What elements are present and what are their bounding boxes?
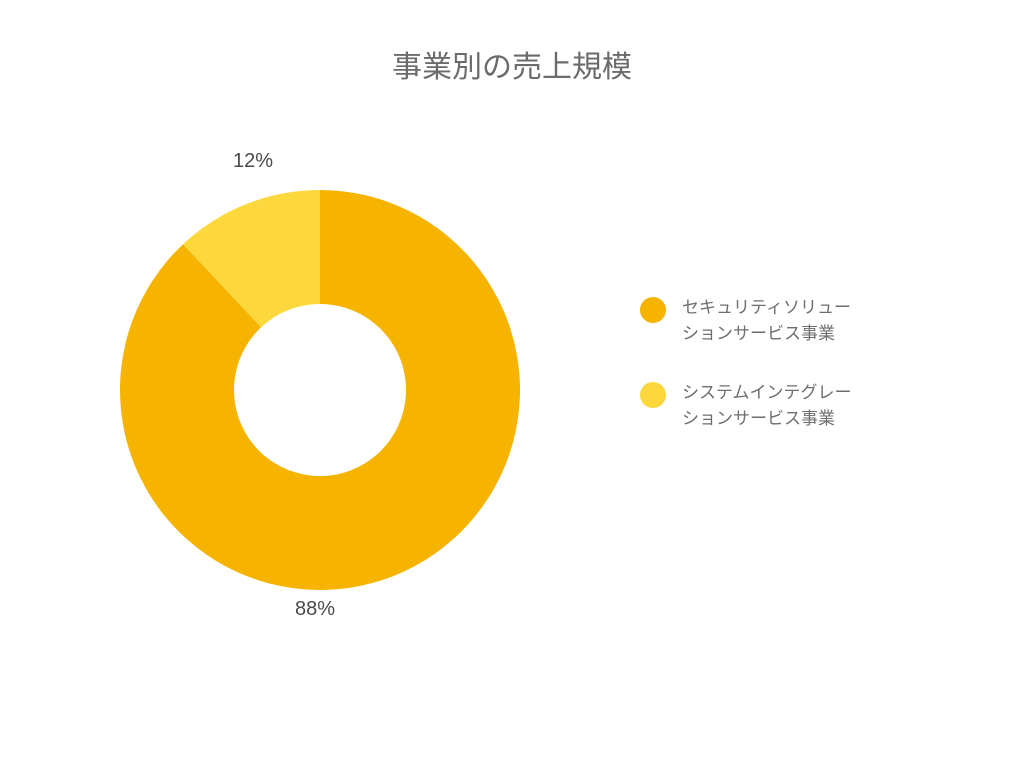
legend-label-1: システムインテグレー ションサービス事業 <box>682 380 852 433</box>
donut-chart-area: 88% 12% <box>120 160 520 620</box>
slice-percent-label-0: 88% <box>295 598 335 621</box>
legend-label-1-line1: システムインテグレー <box>682 383 852 402</box>
legend-label-0: セキュリティソリュー ションサービス事業 <box>682 295 851 348</box>
legend-swatch-1 <box>640 382 666 408</box>
chart-title: 事業別の売上規模 <box>0 42 1024 86</box>
legend-label-0-line1: セキュリティソリュー <box>682 298 851 317</box>
legend-item-0: セキュリティソリュー ションサービス事業 <box>640 295 940 348</box>
legend: セキュリティソリュー ションサービス事業 システムインテグレー ションサービス事… <box>640 295 940 464</box>
legend-label-0-line2: ションサービス事業 <box>682 324 835 343</box>
legend-item-1: システムインテグレー ションサービス事業 <box>640 380 940 433</box>
legend-swatch-0 <box>640 297 666 323</box>
chart-container: 事業別の売上規模 88% 12% セキュリティソリュー ションサービス事業 シス… <box>0 0 1024 768</box>
slice-percent-label-1: 12% <box>233 150 273 173</box>
legend-label-1-line2: ションサービス事業 <box>682 409 835 428</box>
donut-chart-svg <box>120 160 520 620</box>
